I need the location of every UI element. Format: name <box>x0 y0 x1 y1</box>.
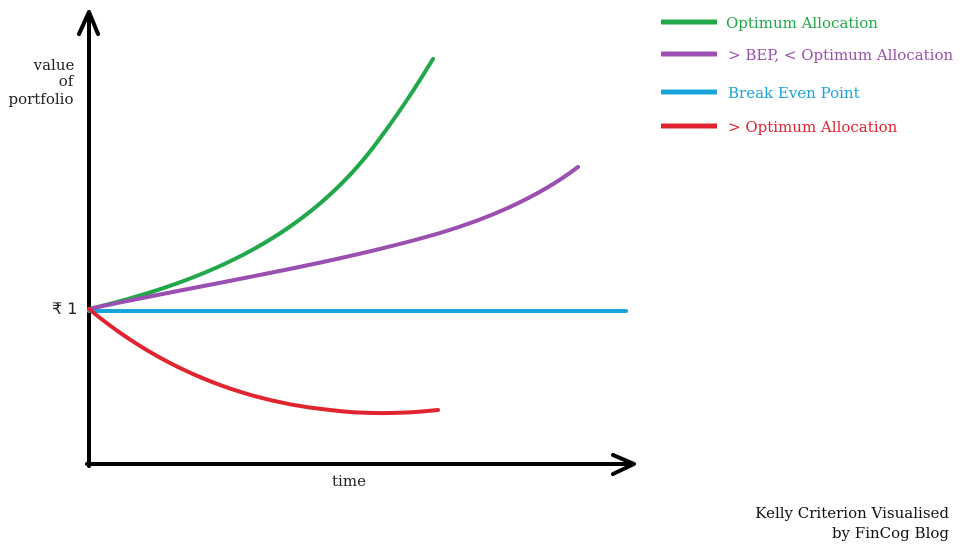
y-axis-arrowhead <box>77 10 100 36</box>
curves <box>87 57 628 416</box>
legend-item-break-even-point: Break Even Point <box>661 84 860 102</box>
x-axis-arrowhead <box>611 453 636 476</box>
legend-label: Optimum Allocation <box>726 14 878 32</box>
curve-above-optimum-allocation <box>87 307 440 416</box>
curve-optimum-allocation <box>87 57 435 311</box>
curve-between-bep-and-optimum <box>87 165 580 311</box>
x-axis-label: time <box>332 472 366 490</box>
legend-label: > BEP, < Optimum Allocation <box>728 46 953 64</box>
y-axis-label-line-1: value <box>33 56 75 74</box>
credit-line-2: by FinCog Blog <box>832 524 949 542</box>
y-axis-label-line-2: of <box>59 72 75 90</box>
credit-line-1: Kelly Criterion Visualised <box>755 504 949 522</box>
legend-item-optimum-allocation: Optimum Allocation <box>661 14 878 32</box>
legend-item-between-bep-and-optimum: > BEP, < Optimum Allocation <box>661 46 953 64</box>
axes <box>77 10 636 476</box>
start-value-label: ₹ 1 <box>52 299 77 318</box>
legend-label: > Optimum Allocation <box>728 118 898 136</box>
y-axis-label-line-3: portfolio <box>8 90 73 108</box>
legend-item-above-optimum-allocation: > Optimum Allocation <box>661 118 898 136</box>
legend-label: Break Even Point <box>728 84 860 102</box>
legend: Optimum Allocation > BEP, < Optimum Allo… <box>661 14 953 136</box>
